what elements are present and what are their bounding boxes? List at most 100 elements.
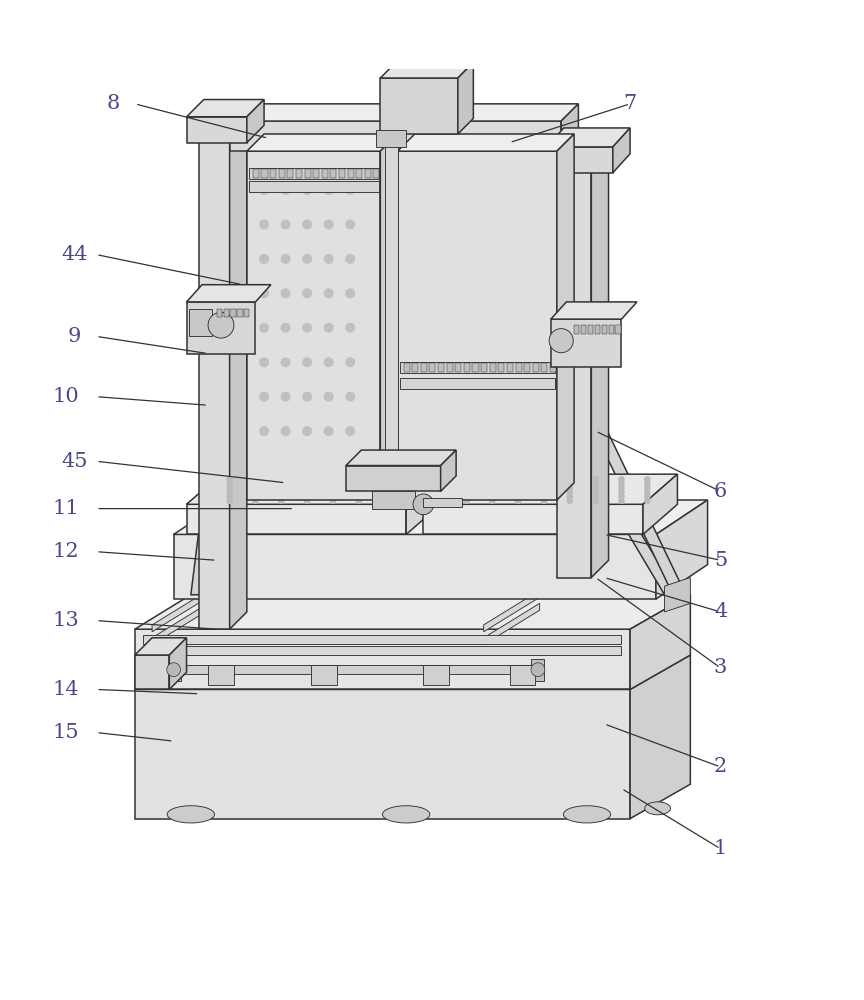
Bar bbox=[304, 169, 310, 178]
Bar bbox=[313, 169, 319, 178]
Circle shape bbox=[260, 323, 269, 332]
Polygon shape bbox=[441, 450, 456, 491]
Polygon shape bbox=[169, 638, 187, 689]
Circle shape bbox=[593, 494, 598, 499]
Circle shape bbox=[408, 490, 413, 495]
Text: 15: 15 bbox=[53, 723, 79, 742]
Polygon shape bbox=[187, 117, 247, 143]
Circle shape bbox=[408, 485, 413, 491]
Polygon shape bbox=[346, 450, 456, 466]
Bar bbox=[594, 325, 600, 334]
Circle shape bbox=[356, 498, 361, 503]
Bar bbox=[356, 169, 362, 178]
Polygon shape bbox=[187, 474, 441, 504]
Circle shape bbox=[324, 392, 333, 401]
Circle shape bbox=[208, 312, 234, 338]
Text: 14: 14 bbox=[53, 680, 79, 699]
Bar bbox=[481, 363, 487, 372]
Circle shape bbox=[346, 255, 354, 263]
Circle shape bbox=[330, 498, 335, 503]
Circle shape bbox=[279, 485, 284, 491]
Text: 9: 9 bbox=[68, 327, 81, 346]
Circle shape bbox=[567, 485, 572, 491]
Circle shape bbox=[408, 481, 413, 486]
Bar bbox=[608, 325, 613, 334]
Circle shape bbox=[282, 358, 290, 367]
Circle shape bbox=[490, 490, 495, 495]
Circle shape bbox=[260, 427, 269, 435]
Circle shape bbox=[279, 494, 284, 499]
Circle shape bbox=[516, 490, 521, 495]
Circle shape bbox=[282, 323, 290, 332]
Polygon shape bbox=[152, 590, 208, 632]
Polygon shape bbox=[551, 319, 621, 367]
Circle shape bbox=[260, 186, 269, 194]
Circle shape bbox=[302, 289, 311, 298]
Polygon shape bbox=[531, 659, 544, 681]
Circle shape bbox=[227, 498, 232, 503]
Circle shape bbox=[260, 255, 269, 263]
Circle shape bbox=[382, 490, 387, 495]
Polygon shape bbox=[311, 665, 337, 685]
Circle shape bbox=[490, 485, 495, 491]
Bar bbox=[438, 363, 444, 372]
Bar bbox=[550, 363, 556, 372]
Circle shape bbox=[302, 358, 311, 367]
Ellipse shape bbox=[563, 806, 611, 823]
Circle shape bbox=[550, 329, 573, 353]
Polygon shape bbox=[135, 629, 630, 689]
Circle shape bbox=[593, 498, 598, 503]
Bar bbox=[231, 309, 236, 317]
Circle shape bbox=[346, 220, 354, 229]
Circle shape bbox=[408, 498, 413, 503]
Polygon shape bbox=[376, 130, 406, 147]
Circle shape bbox=[619, 481, 624, 486]
Bar bbox=[574, 325, 579, 334]
Circle shape bbox=[260, 220, 269, 229]
Circle shape bbox=[490, 477, 495, 482]
Circle shape bbox=[516, 485, 521, 491]
Polygon shape bbox=[423, 504, 643, 534]
Ellipse shape bbox=[167, 806, 214, 823]
Polygon shape bbox=[557, 151, 591, 578]
Bar bbox=[542, 363, 548, 372]
Polygon shape bbox=[247, 100, 264, 143]
Circle shape bbox=[260, 358, 269, 367]
Polygon shape bbox=[400, 362, 556, 373]
Text: 2: 2 bbox=[714, 757, 727, 776]
Polygon shape bbox=[135, 655, 690, 689]
Circle shape bbox=[516, 481, 521, 486]
Polygon shape bbox=[174, 534, 656, 599]
Circle shape bbox=[227, 490, 232, 495]
Circle shape bbox=[167, 663, 181, 677]
Ellipse shape bbox=[645, 802, 670, 815]
Polygon shape bbox=[230, 104, 247, 629]
Bar bbox=[533, 363, 539, 372]
Circle shape bbox=[253, 477, 258, 482]
Circle shape bbox=[645, 494, 650, 499]
Circle shape bbox=[619, 494, 624, 499]
Circle shape bbox=[253, 490, 258, 495]
Circle shape bbox=[253, 494, 258, 499]
Polygon shape bbox=[372, 491, 415, 509]
Polygon shape bbox=[380, 134, 397, 500]
Polygon shape bbox=[152, 603, 208, 645]
Circle shape bbox=[356, 477, 361, 482]
Bar bbox=[581, 325, 586, 334]
Circle shape bbox=[542, 481, 547, 486]
Circle shape bbox=[279, 498, 284, 503]
Circle shape bbox=[542, 490, 547, 495]
Polygon shape bbox=[168, 659, 181, 681]
Circle shape bbox=[260, 392, 269, 401]
Text: 3: 3 bbox=[714, 658, 727, 677]
Polygon shape bbox=[591, 134, 608, 578]
Polygon shape bbox=[143, 635, 621, 644]
Polygon shape bbox=[143, 646, 621, 655]
Polygon shape bbox=[406, 474, 441, 534]
Circle shape bbox=[227, 494, 232, 499]
Bar bbox=[262, 169, 268, 178]
Bar bbox=[601, 325, 607, 334]
Bar bbox=[412, 363, 418, 372]
Circle shape bbox=[464, 481, 469, 486]
Circle shape bbox=[645, 490, 650, 495]
